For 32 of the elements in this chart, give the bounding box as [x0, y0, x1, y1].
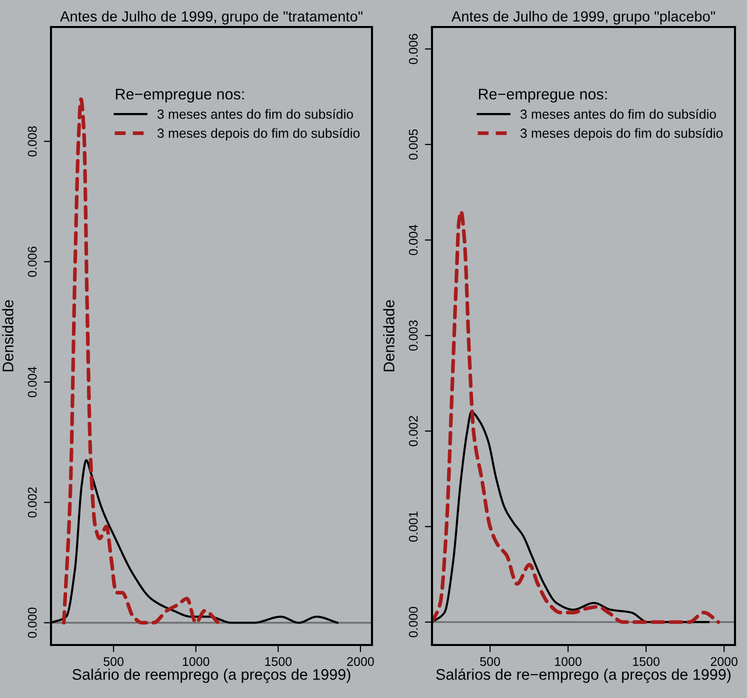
y-tick-label: 0.000 [408, 606, 418, 638]
y-tick-label: 0.005 [408, 129, 418, 160]
y-tick-label: 0.004 [408, 224, 418, 256]
y-tick-label: 0.001 [408, 512, 418, 542]
x-tick-label: 1500 [265, 657, 292, 666]
legend-label: 3 meses antes do fim do subsídio [157, 109, 353, 119]
chart-title: Antes de Julho de 1999, grupo "placebo" [451, 10, 715, 24]
x-tick-label: 2000 [710, 657, 738, 666]
y-tick-label: 0.006 [408, 34, 418, 64]
x-axis-title: Salário de reemprego (a preços de 1999) [72, 668, 350, 683]
y-axis-title: Densidade [383, 300, 394, 372]
y-tick-label: 0.004 [28, 366, 37, 398]
y-tick-label: 0.000 [28, 608, 37, 638]
x-tick-label: 500 [104, 657, 124, 666]
legend-label: 3 meses antes do fim do subsídio [520, 109, 716, 119]
x-tick-label: 500 [480, 657, 500, 666]
x-tick-label: 1000 [555, 657, 582, 666]
legend-title: Re−empregue nos: [479, 88, 607, 103]
y-tick-label: 0.002 [28, 487, 37, 518]
y-tick-label: 0.002 [408, 416, 418, 446]
x-tick-label: 2000 [347, 657, 374, 666]
y-tick-label: 0.006 [28, 246, 37, 277]
y-axis-title: Densidade [2, 300, 14, 372]
chart-title: Antes de Julho de 1999, grupo de "tratamento" [60, 10, 362, 24]
y-tick-label: 0.008 [28, 126, 37, 156]
legend-label: 3 meses depois do fim do subsídio [520, 128, 723, 141]
y-tick-label: 0.003 [408, 320, 418, 351]
x-axis-title: Salários de re−emprego (a preços de 1999) [436, 668, 731, 683]
legend-label: 3 meses depois do fim do subsídio [157, 128, 360, 141]
x-tick-label: 1000 [182, 657, 210, 666]
x-tick-label: 1500 [633, 657, 660, 666]
legend-title: Re−empregue nos: [116, 88, 244, 103]
